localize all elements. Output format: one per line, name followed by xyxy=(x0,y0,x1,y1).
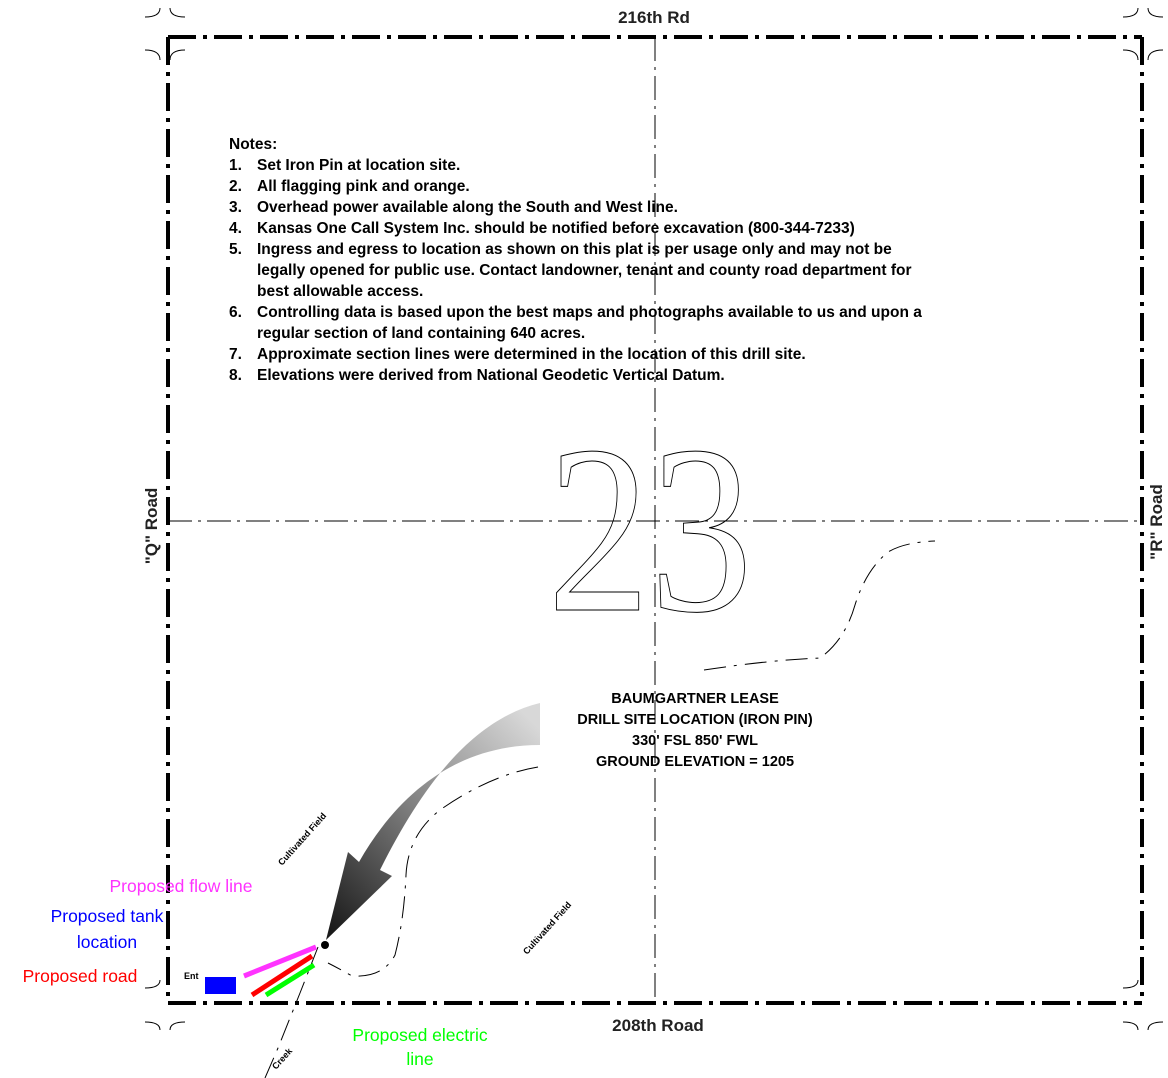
note-text: Kansas One Call System Inc. should be no… xyxy=(257,220,855,237)
note-number: 3. xyxy=(229,199,242,216)
proposed-tank-location xyxy=(205,977,236,994)
legend: Proposed flow line Proposed tank locatio… xyxy=(23,876,488,1069)
drainage-upper xyxy=(703,540,936,671)
cultivated-field-label-2: Cultivated Field xyxy=(521,900,573,956)
note-text: Controlling data is based upon the best … xyxy=(257,304,922,321)
note-text: Ingress and egress to location as shown … xyxy=(257,241,892,258)
legend-road: Proposed road xyxy=(23,966,138,986)
note-number: 8. xyxy=(229,367,242,384)
entrance-label: Ent xyxy=(184,971,199,981)
note-text: Approximate section lines were determine… xyxy=(257,346,806,363)
quarter-lines xyxy=(168,37,1142,1003)
legend-tank-line1: Proposed tank xyxy=(51,906,164,926)
note-text: Elevations were derived from National Ge… xyxy=(257,367,725,384)
corner-markers xyxy=(144,7,1164,1031)
east-road-label: "R" Road xyxy=(1147,484,1166,560)
note-number: 7. xyxy=(229,346,242,363)
note-number: 2. xyxy=(229,178,242,195)
legend-electric-line2: line xyxy=(406,1049,433,1069)
proposed-road-line xyxy=(250,953,314,998)
note-text: Overhead power available along the South… xyxy=(257,199,678,216)
cultivated-field-label-1: Cultivated Field xyxy=(276,811,328,867)
legend-electric-line1: Proposed electric xyxy=(352,1025,487,1045)
site-pointer-arrow xyxy=(326,703,540,940)
proposed-facilities xyxy=(205,944,317,998)
section-number: 23 xyxy=(548,396,753,662)
legend-flow-line: Proposed flow line xyxy=(110,876,253,896)
footage-calls: 330' FSL 850' FWL xyxy=(632,733,758,749)
note-text: Set Iron Pin at location site. xyxy=(257,157,460,174)
proposed-flow-line xyxy=(243,944,317,979)
note-text: All flagging pink and orange. xyxy=(257,178,470,195)
creek-channel xyxy=(264,946,319,1078)
lease-name: BAUMGARTNER LEASE xyxy=(611,691,779,707)
south-road-label: 208th Road xyxy=(612,1016,704,1035)
drill-site-label: BAUMGARTNER LEASE DRILL SITE LOCATION (I… xyxy=(577,691,813,770)
note-text: legally opened for public use. Contact l… xyxy=(257,262,912,279)
drill-site-location: DRILL SITE LOCATION (IRON PIN) xyxy=(577,712,813,728)
ground-elevation: GROUND ELEVATION = 1205 xyxy=(596,754,794,770)
proposed-electric-line xyxy=(264,962,316,998)
legend-tank-line2: location xyxy=(77,932,137,952)
north-road-label: 216th Rd xyxy=(618,8,690,27)
note-text: regular section of land containing 640 a… xyxy=(257,325,585,342)
drainage-lower xyxy=(327,766,539,977)
note-text: best allowable access. xyxy=(257,283,423,300)
note-number: 1. xyxy=(229,157,242,174)
note-number: 5. xyxy=(229,241,242,258)
notes-block: Notes: 1. Set Iron Pin at location site. 2… xyxy=(229,136,922,384)
creek-lines xyxy=(264,540,936,1078)
note-number: 6. xyxy=(229,304,242,321)
note-number: 4. xyxy=(229,220,242,237)
iron-pin-marker xyxy=(321,941,329,949)
west-road-label: "Q" Road xyxy=(142,488,161,565)
notes-heading: Notes: xyxy=(229,136,277,153)
